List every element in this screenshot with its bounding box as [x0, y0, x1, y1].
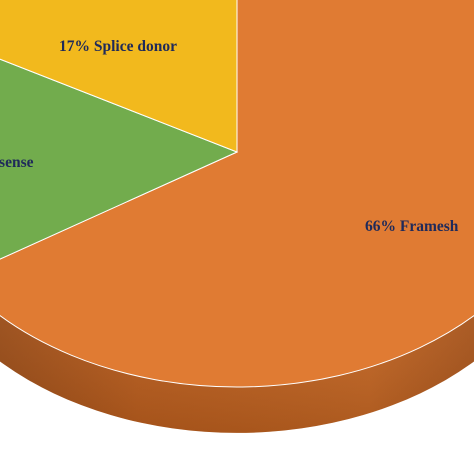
pie-label-missense: ssense [0, 154, 34, 171]
pie-label-layer: 66% Framesh 17% Splice donor ssense [0, 38, 459, 235]
pie-label-66-frameshift: 66% Framesh [365, 218, 459, 235]
pie-slice-17-splice-donor [0, 58, 239, 260]
pie-label-17-splice-donor: 17% Splice donor [59, 38, 177, 55]
pie-side-shade [0, 315, 474, 433]
pie-side-layer [0, 315, 474, 433]
pie-slice-missense [0, 0, 238, 153]
pie-top-layer [0, 0, 474, 388]
pie-slice-66-frameshift [0, 0, 474, 388]
